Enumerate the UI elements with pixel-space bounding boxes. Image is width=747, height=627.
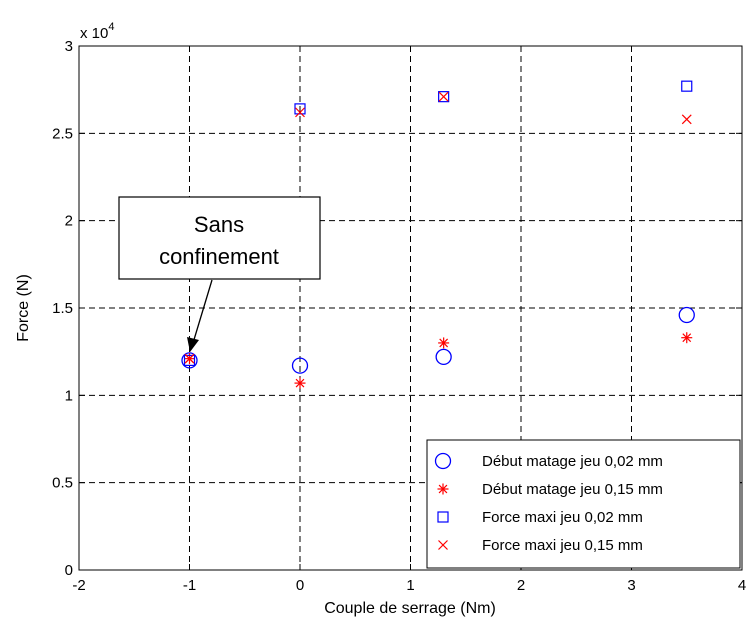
circle-marker <box>678 306 695 324</box>
x-marker-stroke <box>438 91 449 102</box>
x-tick-label: -2 <box>72 577 85 594</box>
annotation-arrow-head <box>187 337 199 352</box>
data-point-series-4 <box>438 91 449 102</box>
legend-marker-1 <box>434 452 452 470</box>
x-axis-label: Couple de serrage (Nm) <box>324 600 496 617</box>
square-marker <box>438 91 450 103</box>
square-marker <box>437 511 449 523</box>
y-tick-label: 3 <box>65 38 73 55</box>
data-point-series-3 <box>183 354 196 366</box>
data-point-series-3 <box>681 80 693 92</box>
x-tick-label: -1 <box>183 577 196 594</box>
annotation-line-2: confinement <box>159 244 279 269</box>
annotation-line-1: Sans <box>194 212 244 237</box>
data-point-series-4 <box>681 114 692 125</box>
axis-ticks: -2 -1 0 1 2 3 4 0 0.5 1 1.5 2 2.5 3 <box>52 38 746 594</box>
legend-marker-4 <box>438 540 448 550</box>
star-marker-stroke <box>439 338 449 348</box>
circle-marker <box>181 352 198 369</box>
star-marker-stroke <box>438 484 448 494</box>
square-marker <box>681 80 693 92</box>
square-marker <box>294 103 306 115</box>
legend-label-4: Force maxi jeu 0,15 mm <box>482 537 643 554</box>
star-marker-stroke <box>295 378 305 388</box>
y-tick-label: 0 <box>65 562 73 579</box>
data-point-series-2 <box>681 332 693 344</box>
x-marker-stroke <box>184 353 195 364</box>
legend-marker-2 <box>437 483 449 495</box>
circle-marker <box>434 452 452 470</box>
square-marker <box>183 354 196 366</box>
legend-label-1: Début matage jeu 0,02 mm <box>482 453 663 470</box>
legend-box <box>426 439 741 569</box>
data-point-series-1 <box>435 348 452 366</box>
star-marker-stroke <box>682 333 692 343</box>
legend: Début matage jeu 0,02 mm Début matage jeu… <box>426 439 741 569</box>
data-point-series-1 <box>181 352 198 369</box>
circle-marker <box>435 348 452 366</box>
data-point-series-1 <box>678 306 695 324</box>
legend-label-2: Début matage jeu 0,15 mm <box>482 481 663 498</box>
y-multiplier: x 104 <box>80 21 114 42</box>
data-point-series-4 <box>295 107 305 118</box>
x-tick-label: 0 <box>296 577 304 594</box>
data-point-series-3 <box>294 103 306 115</box>
x-tick-label: 3 <box>627 577 635 594</box>
y-multiplier-exponent: 4 <box>108 21 114 33</box>
y-tick-label: 1.5 <box>52 300 73 317</box>
data-point-series-1 <box>291 357 309 374</box>
annotation-arrow-line <box>192 279 213 344</box>
data-point-series-2 <box>438 337 450 349</box>
x-marker-stroke <box>295 107 305 118</box>
legend-label-3: Force maxi jeu 0,02 mm <box>482 509 643 526</box>
y-tick-label: 1 <box>65 387 73 404</box>
y-tick-label: 0.5 <box>52 475 73 492</box>
x-marker-stroke <box>681 114 692 125</box>
x-marker-stroke <box>438 540 448 550</box>
annotation-callout: Sans confinement <box>118 196 321 352</box>
x-tick-label: 1 <box>406 577 414 594</box>
legend-marker-3 <box>437 511 449 523</box>
data-marks <box>181 80 695 389</box>
x-tick-label: 4 <box>738 577 746 594</box>
data-point-series-4 <box>184 353 195 364</box>
y-axis-label: Force (N) <box>15 274 32 342</box>
data-point-series-3 <box>438 91 450 103</box>
circle-marker <box>291 357 309 374</box>
y-tick-label: 2.5 <box>52 125 73 142</box>
data-point-series-2 <box>294 377 306 389</box>
annotation-box <box>118 196 321 280</box>
y-tick-label: 2 <box>65 213 73 230</box>
x-tick-label: 2 <box>517 577 525 594</box>
